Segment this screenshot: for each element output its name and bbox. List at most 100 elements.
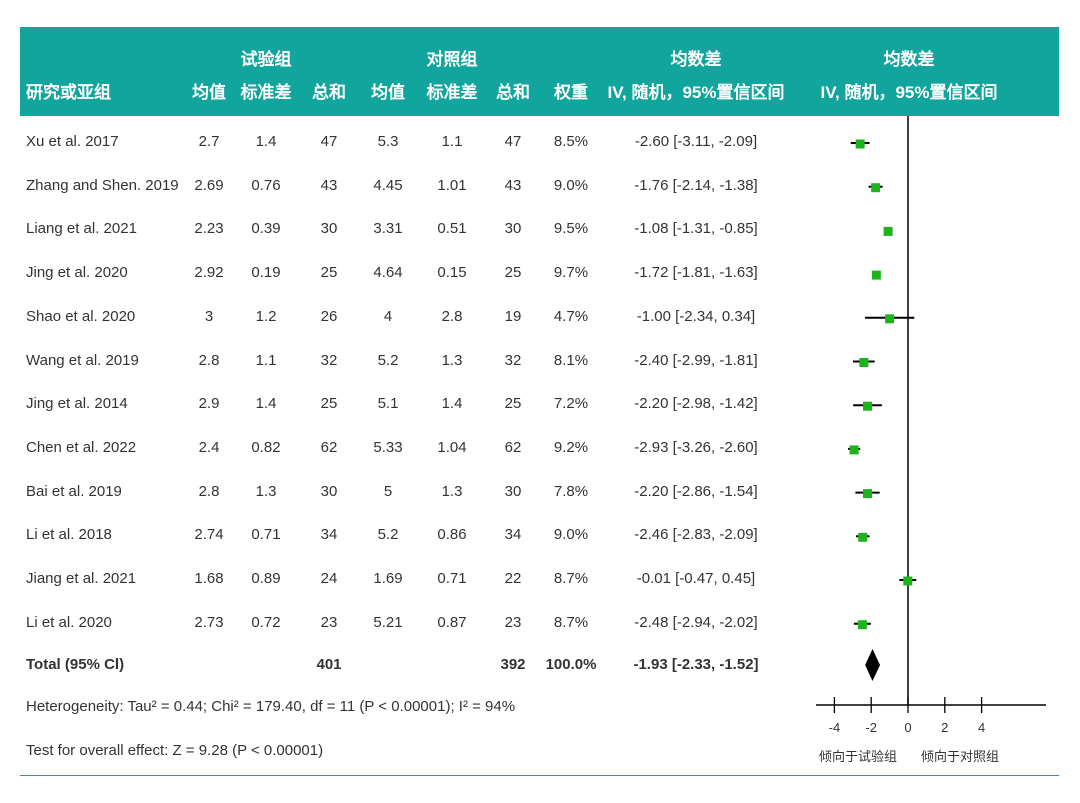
- row-9-study: Bai et al. 2019: [26, 482, 122, 500]
- row-8-m2: 5.33: [373, 438, 403, 456]
- row-3-sd2: 0.51: [437, 220, 467, 238]
- row-1-n2: 47: [504, 133, 522, 150]
- row-6-weight: 8.1%: [553, 351, 589, 369]
- study-marker: [871, 183, 881, 193]
- row-2-study: Zhang and Shen. 2019: [26, 176, 179, 194]
- row-5-n2: 19: [504, 307, 522, 325]
- col-mean2: 均值: [371, 83, 405, 102]
- study-marker: [858, 532, 868, 542]
- overall-effect-text: Test for overall effect: Z = 9.28 (P < 0…: [26, 742, 324, 759]
- total-ci: -1.93 [-2.33, -1.52]: [633, 656, 759, 673]
- row-7-n2: 25: [504, 395, 522, 413]
- row-1-sd2: 1.1: [441, 133, 463, 150]
- x-tick-label: -2: [865, 720, 877, 735]
- row-6-sd1: 1.1: [255, 351, 277, 369]
- row-12-n2: 23: [504, 613, 522, 631]
- row-3-sd1: 0.39: [251, 220, 281, 238]
- row-2-sd2: 1.01: [437, 176, 467, 194]
- row-5-study: Shao et al. 2020: [26, 307, 136, 325]
- row-3-m2: 3.31: [373, 220, 403, 238]
- col-study: 研究或亚组: [26, 83, 111, 102]
- row-9-weight: 7.8%: [553, 482, 589, 500]
- row-2-m1: 2.69: [194, 176, 224, 194]
- total-label: Total (95% Cl): [26, 656, 125, 673]
- row-3-weight: 9.5%: [553, 220, 589, 238]
- row-12-sd2: 0.87: [437, 613, 467, 631]
- favours-treatment-label: 倾向于试验组: [819, 749, 897, 764]
- row-4-sd2: 0.15: [437, 264, 467, 282]
- row-3-m1: 2.23: [194, 220, 224, 238]
- row-10-sd1: 0.71: [251, 526, 281, 544]
- total-n1: 401: [316, 656, 342, 673]
- row-12-sd1: 0.72: [251, 613, 281, 631]
- row-9-n1: 30: [320, 482, 338, 500]
- row-10-m1: 2.74: [194, 526, 224, 544]
- total-weight: 100.0%: [545, 656, 597, 673]
- md-title-plot: 均数差: [883, 50, 935, 69]
- row-11-m1: 1.68: [194, 570, 224, 587]
- row-3-ci: -1.08 [-1.31, -0.85]: [634, 220, 758, 238]
- row-9-ci: -2.20 [-2.86, -1.54]: [634, 482, 758, 500]
- row-1-weight: 8.5%: [553, 133, 589, 150]
- row-5-weight: 4.7%: [553, 307, 589, 325]
- col-sd1: 标准差: [240, 83, 292, 102]
- study-marker: [871, 270, 881, 280]
- row-4-ci: -1.72 [-1.81, -1.63]: [634, 264, 758, 282]
- row-12-study: Li et al. 2020: [26, 613, 112, 631]
- row-2-sd1: 0.76: [251, 176, 281, 194]
- row-7-ci: -2.20 [-2.98, -1.42]: [634, 395, 758, 413]
- row-1-ci: -2.60 [-3.11, -2.09]: [634, 133, 758, 150]
- row-6-m1: 2.8: [198, 351, 220, 369]
- row-4-sd1: 0.19: [251, 264, 281, 282]
- row-8-sd1: 0.82: [251, 438, 281, 456]
- row-7-weight: 7.2%: [553, 395, 589, 413]
- row-9-m1: 2.8: [198, 482, 220, 500]
- pooled-diamond: [865, 649, 881, 681]
- row-4-m1: 2.92: [194, 264, 224, 282]
- bottom-rule: [20, 775, 1059, 776]
- row-12-ci: -2.48 [-2.94, -2.02]: [634, 613, 758, 631]
- row-6-m2: 5.2: [377, 351, 399, 369]
- row-10-sd2: 0.86: [437, 526, 467, 544]
- study-marker: [863, 489, 873, 499]
- row-11-study: Jiang et al. 2021: [26, 570, 137, 587]
- row-2-n1: 43: [320, 176, 338, 194]
- study-marker: [857, 620, 867, 630]
- row-7-n1: 25: [320, 395, 338, 413]
- row-8-m1: 2.4: [198, 438, 220, 456]
- study-marker: [883, 226, 893, 236]
- study-marker: [903, 576, 913, 586]
- row-2-n2: 43: [504, 176, 522, 194]
- x-tick-label: 4: [978, 720, 985, 735]
- row-1-m1: 2.7: [198, 133, 220, 150]
- row-10-m2: 5.2: [377, 526, 399, 544]
- favours-control-label: 倾向于对照组: [921, 749, 999, 764]
- row-7-m2: 5.1: [377, 395, 399, 413]
- row-11-weight: 8.7%: [553, 570, 589, 587]
- table-header: 试验组 对照组 均数差 均数差 研究或亚组 均值 标准差 总和 均值 标准差 总…: [20, 27, 1059, 116]
- row-4-n1: 25: [320, 264, 338, 282]
- row-3-n1: 30: [320, 220, 338, 238]
- group1-title: 试验组: [240, 50, 292, 69]
- row-5-n1: 26: [320, 307, 338, 325]
- row-11-n2: 22: [504, 570, 522, 587]
- row-7-sd1: 1.4: [255, 395, 277, 413]
- row-10-study: Li et al. 2018: [26, 526, 112, 544]
- row-5-ci: -1.00 [-2.34, 0.34]: [636, 307, 756, 325]
- row-5-sd1: 1.2: [255, 307, 277, 325]
- col-ci: IV, 随机，95%置信区间: [607, 83, 785, 102]
- row-2-weight: 9.0%: [553, 176, 589, 194]
- row-12-m2: 5.21: [373, 613, 403, 631]
- col-total2: 总和: [496, 83, 530, 102]
- row-6-n2: 32: [504, 351, 522, 369]
- row-4-m2: 4.64: [373, 264, 403, 282]
- row-6-study: Wang et al. 2019: [26, 351, 139, 369]
- study-marker: [885, 314, 895, 324]
- row-8-n2: 62: [504, 438, 522, 456]
- row-7-m1: 2.9: [198, 395, 220, 413]
- col-plot: IV, 随机，95%置信区间: [820, 83, 998, 102]
- row-6-sd2: 1.3: [441, 351, 463, 369]
- study-marker: [849, 445, 859, 455]
- group2-title: 对照组: [426, 50, 478, 69]
- x-tick-label: 0: [904, 720, 911, 735]
